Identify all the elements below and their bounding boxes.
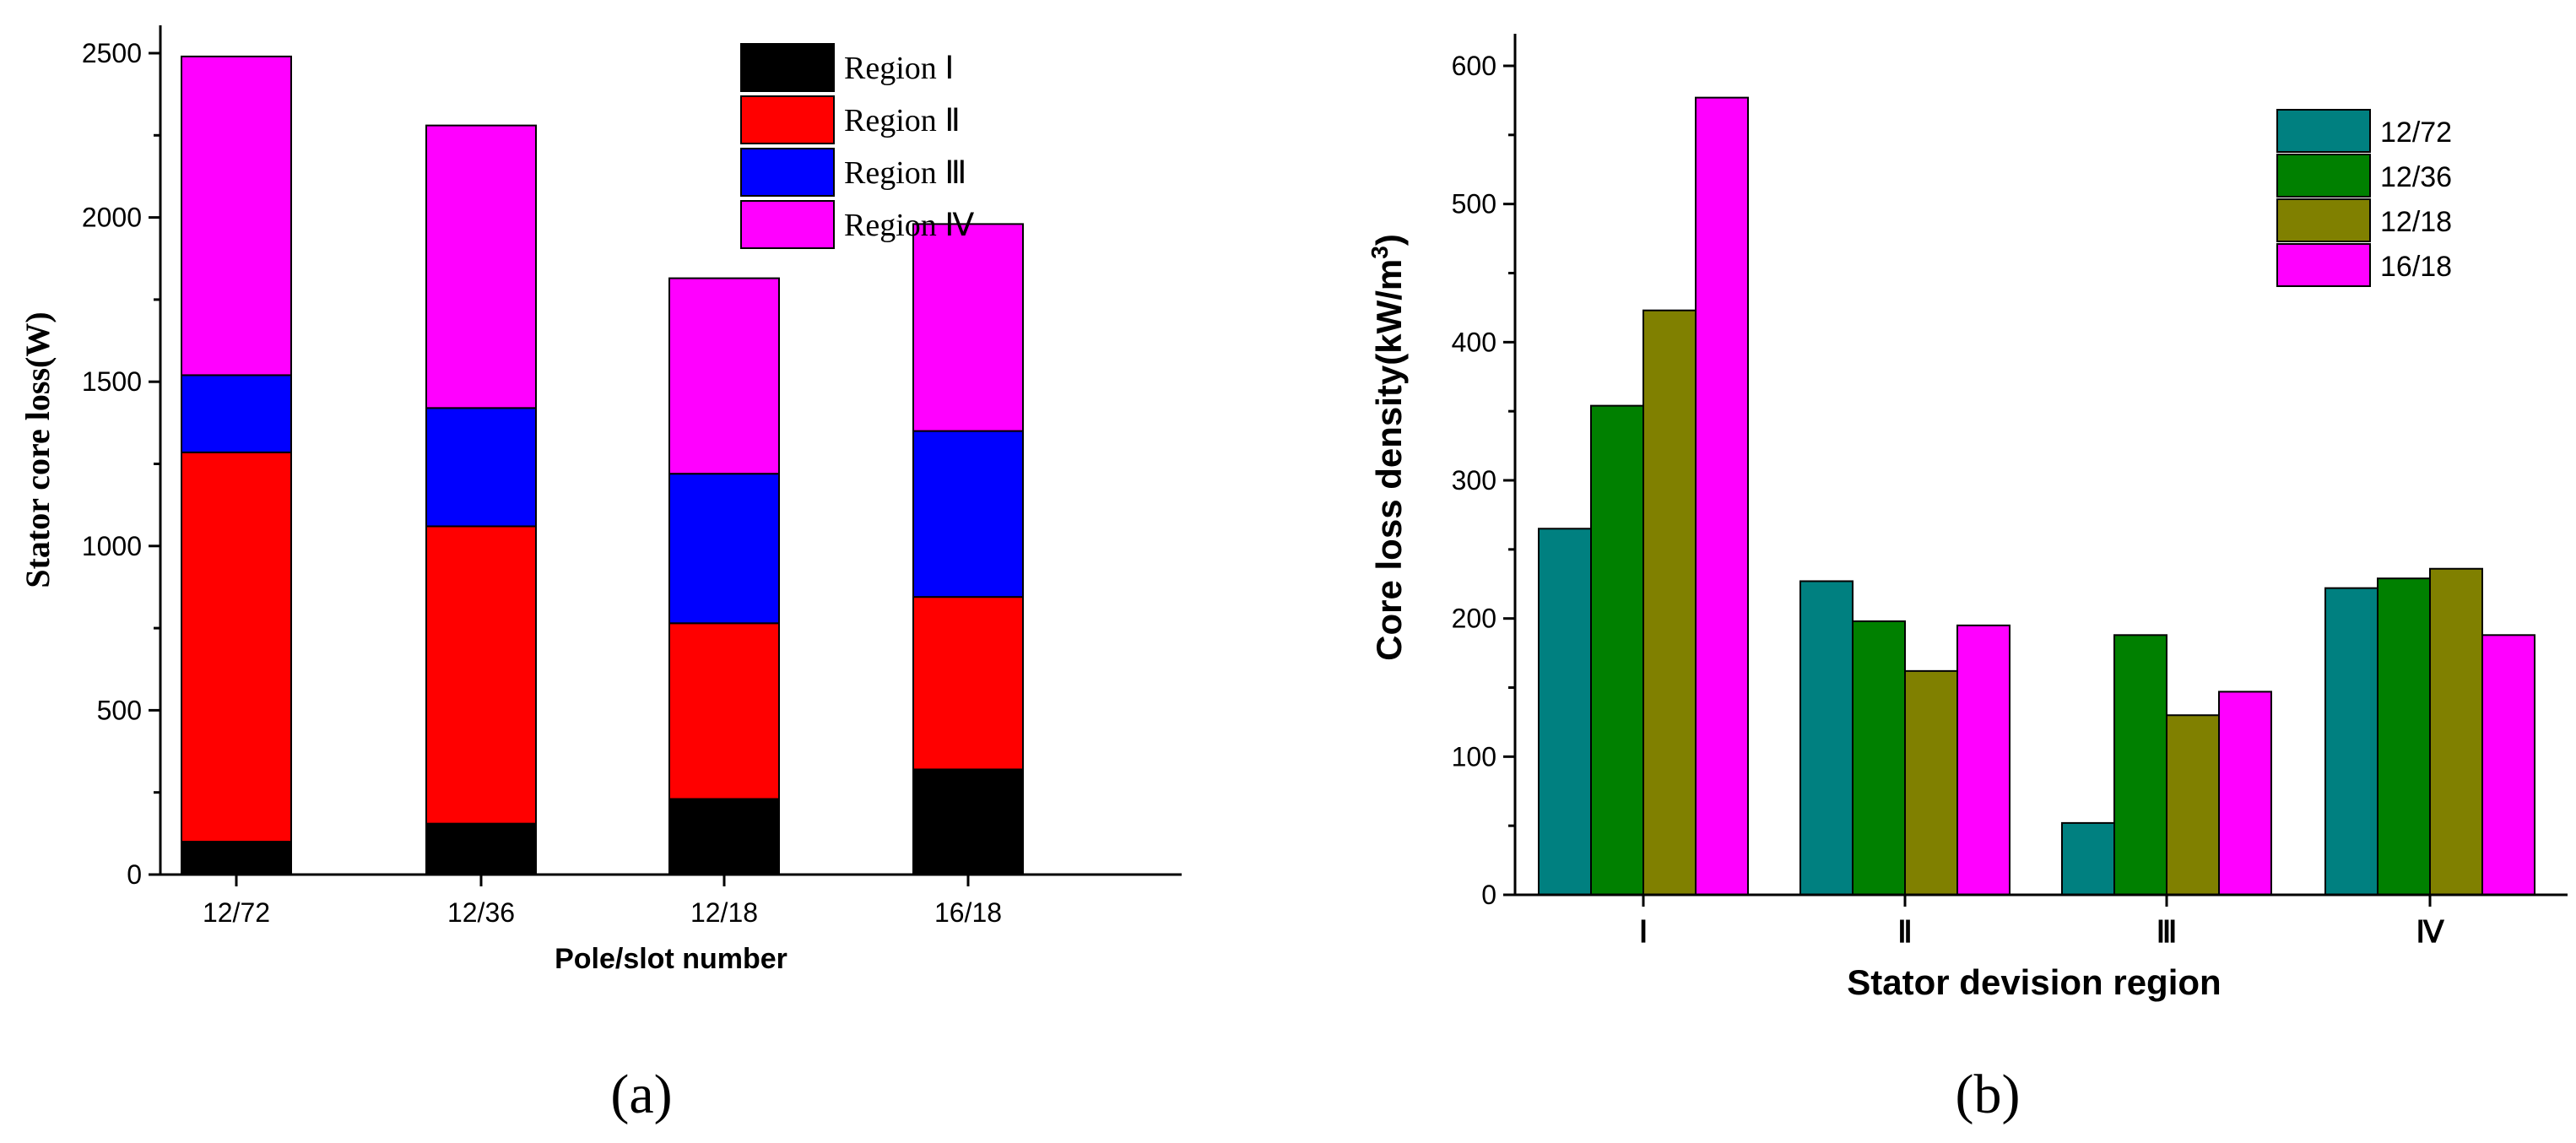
panel-a-label: (a): [610, 1064, 672, 1125]
panel-b-y-tick-label: 0: [1481, 880, 1496, 910]
panel-a-bars: [181, 55, 1024, 876]
panel-b-x-tick-label: Ⅳ: [2416, 915, 2444, 949]
panel-a-x-tick-label: 12/36: [447, 897, 515, 928]
panel-a-legend-label: Region Ⅰ: [844, 51, 954, 86]
panel-b-legend-label: 12/72: [2380, 116, 2452, 149]
bar-12-72-region-3: [181, 374, 292, 453]
panel-b-y-axis-label: Core loss density(kW/m3): [1366, 234, 1409, 661]
panel-a-y-axis-label: Stator core loss(W): [19, 311, 57, 588]
panel-b-y-axis-label-sup: 3: [1366, 246, 1393, 259]
bar-region-3-12-18: [2166, 714, 2220, 896]
panel-a-legend-label: Region Ⅲ: [844, 155, 966, 191]
panel-a-legend-swatch: [740, 148, 835, 197]
panel-b-y-axis-label-main: Core loss density(kW/m: [1369, 259, 1409, 661]
bar-16-18-region-2: [912, 596, 1024, 771]
panel-b-legend-label: 12/36: [2380, 161, 2452, 193]
bar-12-18-region-1: [668, 798, 780, 876]
panel-a-legend: Region Ⅰ Region Ⅱ Region Ⅲ Region Ⅳ: [740, 43, 974, 249]
panel-a-legend-swatch: [740, 43, 835, 92]
bar-region-2-12-18: [1904, 669, 1958, 896]
panel-b-x-ticks: Ⅰ Ⅱ Ⅲ Ⅳ: [1639, 895, 2444, 949]
panel-b-bars: [1538, 96, 2535, 897]
bar-12-18-region-3: [668, 473, 780, 625]
panel-b: 0 100 200 300 400 500 600 Ⅰ Ⅱ Ⅲ Ⅳ Stator devision…: [1366, 34, 2568, 1125]
bar-16-18-region-4: [912, 223, 1024, 432]
panel-b-legend-swatch: [2276, 109, 2371, 153]
bar-region-4-12-18: [2429, 567, 2483, 896]
bar-region-2-12-36: [1852, 620, 1906, 896]
bar-16-18-region-1: [912, 768, 1024, 875]
panel-a-y-tick-label: 2000: [82, 203, 142, 233]
bar-region-3-12-72: [2061, 821, 2115, 896]
panel-a-x-tick-label: 12/18: [690, 897, 758, 928]
panel-a-legend-swatch: [740, 95, 835, 144]
panel-b-x-tick-label: Ⅲ: [2157, 915, 2178, 949]
panel-b-legend-swatch: [2276, 154, 2371, 198]
panel-b-x-tick-label: Ⅱ: [1897, 915, 1913, 949]
panel-b-y-tick-label: 200: [1452, 604, 1496, 634]
bar-12-36-region-2: [425, 525, 537, 825]
bar-region-4-12-72: [2324, 587, 2378, 896]
bar-region-1-12-36: [1590, 404, 1644, 896]
bar-region-3-16-18: [2218, 691, 2272, 896]
panel-a-legend-label: Region Ⅱ: [844, 103, 961, 138]
bar-12-72-region-4: [181, 55, 292, 376]
panel-b-legend-label: 12/18: [2380, 206, 2452, 238]
bar-region-1-16-18: [1695, 96, 1749, 897]
panel-b-legend-swatch: [2276, 243, 2371, 287]
panel-a-y-ticks: 0 500 1000 1500 2000 2500: [82, 38, 160, 890]
panel-a: 0 500 1000 1500 2000 2500 12/72 12/36 12/18 16/1…: [19, 25, 1182, 1125]
panel-b-y-tick-label: 600: [1452, 51, 1496, 81]
panel-a-x-ticks: 12/72 12/36 12/18 16/18: [203, 875, 1002, 928]
panel-a-y-tick-label: 1500: [82, 366, 142, 397]
bar-12-72-region-2: [181, 451, 292, 843]
bar-region-2-12-72: [1799, 580, 1854, 897]
panel-b-y-tick-label: 400: [1452, 327, 1496, 357]
bar-region-4-12-36: [2377, 577, 2431, 896]
panel-a-y-tick-label: 0: [127, 859, 142, 890]
bar-16-18-region-3: [912, 430, 1024, 599]
panel-a-legend-swatch: [740, 200, 835, 249]
bar-region-2-16-18: [1956, 624, 2010, 896]
panel-a-legend-label: Region Ⅳ: [844, 208, 974, 243]
panel-a-x-axis-label: Pole/slot number: [555, 943, 787, 975]
panel-a-x-tick-label: 16/18: [934, 897, 1002, 928]
panel-a-y-tick-label: 1000: [82, 531, 142, 561]
bar-12-18-region-4: [668, 277, 780, 475]
bar-region-1-12-18: [1642, 309, 1697, 896]
panel-b-x-axis-label: Stator devision region: [1847, 962, 2221, 1002]
bar-region-1-12-72: [1538, 528, 1592, 896]
bar-12-36-region-4: [425, 124, 537, 409]
panel-b-label: (b): [1956, 1064, 2021, 1125]
panel-b-y-tick-label: 300: [1452, 465, 1496, 496]
panel-a-x-tick-label: 12/72: [203, 897, 270, 928]
panel-a-y-tick-label: 500: [97, 695, 142, 725]
panel-b-x-tick-label: Ⅰ: [1639, 915, 1648, 949]
panel-b-y-tick-label: 100: [1452, 741, 1496, 772]
bar-region-4-16-18: [2481, 634, 2535, 896]
panel-b-y-axis-label-end: ): [1369, 234, 1409, 246]
panel-a-y-tick-label: 2500: [82, 38, 142, 68]
panel-b-y-ticks: 0 100 200 300 400 500 600: [1452, 51, 1515, 910]
bar-12-18-region-2: [668, 622, 780, 800]
panel-b-legend-swatch: [2276, 198, 2371, 242]
bar-region-3-12-36: [2113, 634, 2167, 896]
panel-b-legend-label: 16/18: [2380, 251, 2452, 283]
bar-12-72-region-1: [181, 841, 292, 876]
bar-12-36-region-3: [425, 407, 537, 528]
panel-b-legend: 12/72 12/36 12/18 16/18: [2276, 109, 2452, 287]
panel-b-y-tick-label: 500: [1452, 189, 1496, 219]
bar-12-36-region-1: [425, 822, 537, 876]
